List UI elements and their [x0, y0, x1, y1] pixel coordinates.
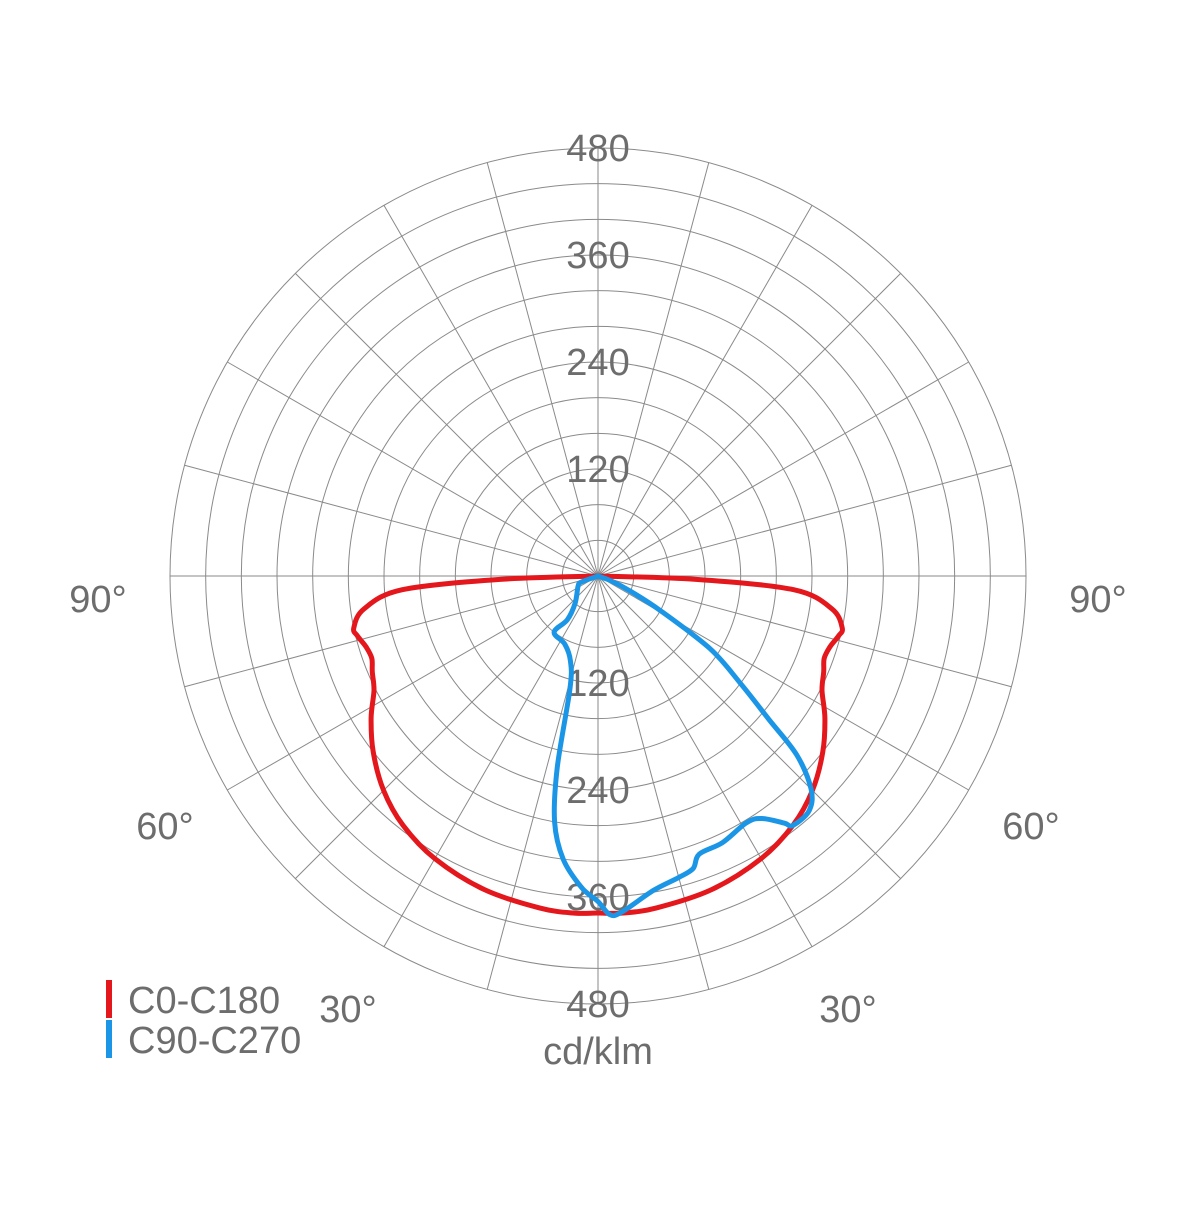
ring-label-top-120: 120: [566, 449, 629, 491]
grid-spoke-135: [597, 575, 901, 879]
ring-label-top-480: 480: [566, 128, 629, 170]
curve-c90-c270: [551, 573, 815, 919]
ring-label-bottom-240: 240: [566, 770, 629, 812]
intensity-curves: [351, 573, 845, 919]
grid-spoke-255: [184, 575, 599, 688]
grid-spoke-30: [597, 205, 813, 577]
grid-spoke-150: [597, 575, 813, 947]
unit-label: cd/klm: [543, 1031, 653, 1073]
angle-label-right-30: 30°: [819, 989, 876, 1031]
grid-spoke-315: [295, 273, 599, 577]
angle-labels: 90° 60° 30° 90° 60° 30°: [69, 579, 1126, 1031]
grid-spoke-165: [597, 575, 710, 990]
grid-spoke-225: [295, 575, 599, 879]
legend-swatch-c90-c270: [106, 1020, 112, 1058]
grid-spoke-330: [383, 205, 599, 577]
legend-label-c0-c180: C0-C180: [128, 980, 280, 1022]
grid-spoke-285: [184, 464, 599, 577]
ring-label-bottom-480: 480: [566, 984, 629, 1026]
curve-c0-c180: [351, 573, 845, 916]
grid-spoke-210: [383, 575, 599, 947]
angle-label-right-90: 90°: [1069, 579, 1126, 621]
polar-grid: [169, 147, 1027, 1005]
legend-label-c90-c270: C90-C270: [128, 1020, 301, 1062]
ring-label-top-360: 360: [566, 235, 629, 277]
grid-spoke-105: [597, 575, 1012, 688]
angle-label-right-60: 60°: [1002, 806, 1059, 848]
legend-swatch-c0-c180: [106, 980, 112, 1018]
grid-spoke-45: [597, 273, 901, 577]
grid-spoke-60: [597, 361, 969, 577]
angle-label-left-60: 60°: [136, 806, 193, 848]
grid-spoke-75: [597, 464, 1012, 577]
angle-label-left-30: 30°: [319, 989, 376, 1031]
ring-label-top-240: 240: [566, 342, 629, 384]
grid-spoke-15: [597, 162, 710, 577]
grid-spoke-240: [227, 575, 599, 791]
angle-label-left-90: 90°: [69, 579, 126, 621]
grid-spoke-195: [486, 575, 599, 990]
grid-spoke-345: [486, 162, 599, 577]
grid-spoke-300: [227, 361, 599, 577]
ring-label-bottom-120: 120: [566, 663, 629, 705]
